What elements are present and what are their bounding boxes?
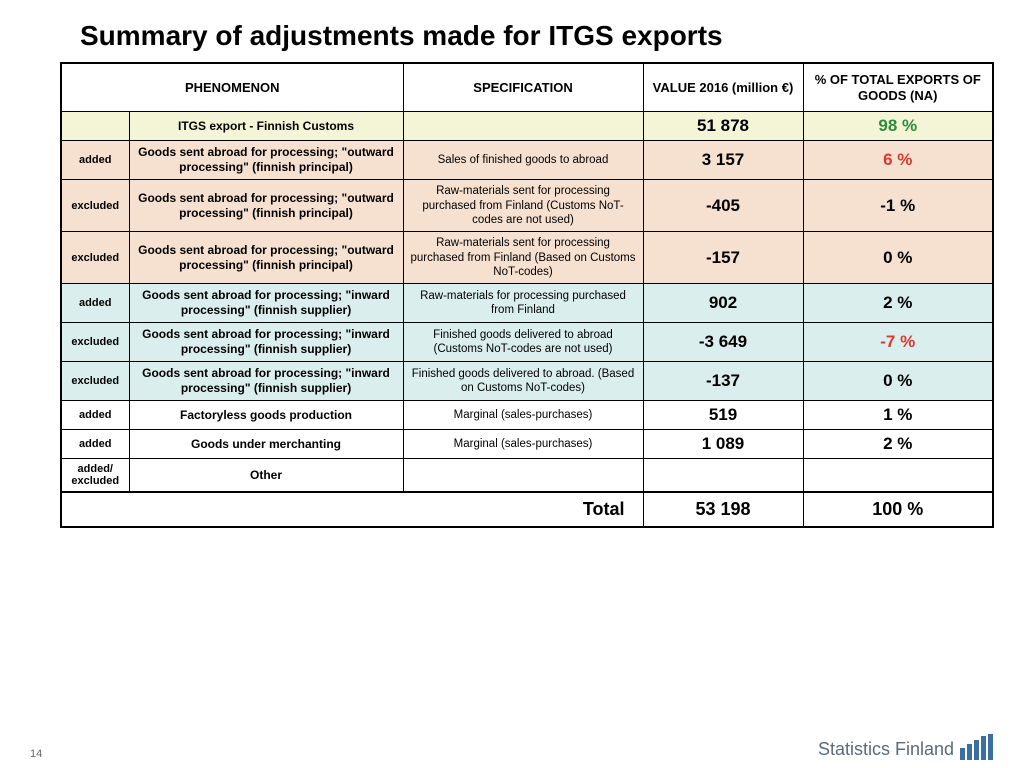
row-description: Goods sent abroad for processing; "inwar…: [129, 362, 403, 401]
total-percent: 100 %: [803, 492, 993, 527]
row-description: Goods sent abroad for processing; "outwa…: [129, 232, 403, 284]
row-percent: 1 %: [803, 401, 993, 430]
row-specification: Sales of finished goods to abroad: [403, 141, 643, 180]
row-specification: [403, 459, 643, 493]
total-label: Total: [61, 492, 643, 527]
row-value: 51 878: [643, 112, 803, 141]
row-tag: excluded: [61, 232, 129, 284]
table-row: excludedGoods sent abroad for processing…: [61, 232, 993, 284]
row-description: Goods sent abroad for processing; "inwar…: [129, 284, 403, 323]
row-value: 519: [643, 401, 803, 430]
row-specification: Finished goods delivered to abroad. (Bas…: [403, 362, 643, 401]
page-title: Summary of adjustments made for ITGS exp…: [0, 0, 1024, 62]
row-percent: [803, 459, 993, 493]
table-row: excludedGoods sent abroad for processing…: [61, 323, 993, 362]
table-row: excludedGoods sent abroad for processing…: [61, 180, 993, 232]
row-percent: 2 %: [803, 284, 993, 323]
row-description: ITGS export - Finnish Customs: [129, 112, 403, 141]
table-header-row: PHENOMENON SPECIFICATION VALUE 2016 (mil…: [61, 63, 993, 112]
row-tag: added: [61, 401, 129, 430]
row-percent: 98 %: [803, 112, 993, 141]
adjustments-table: PHENOMENON SPECIFICATION VALUE 2016 (mil…: [60, 62, 994, 528]
row-tag: [61, 112, 129, 141]
row-specification: Raw-materials sent for processing purcha…: [403, 180, 643, 232]
row-percent: -1 %: [803, 180, 993, 232]
logo: Statistics Finland: [818, 734, 994, 760]
row-description: Goods sent abroad for processing; "inwar…: [129, 323, 403, 362]
row-specification: Marginal (sales-purchases): [403, 401, 643, 430]
table-row: addedFactoryless goods productionMargina…: [61, 401, 993, 430]
table-row: added/ excludedOther: [61, 459, 993, 493]
row-value: -137: [643, 362, 803, 401]
row-tag: excluded: [61, 180, 129, 232]
row-specification: Raw-materials sent for processing purcha…: [403, 232, 643, 284]
header-phenomenon: PHENOMENON: [61, 63, 403, 112]
row-value: -157: [643, 232, 803, 284]
table-row-total: Total 53 198 100 %: [61, 492, 993, 527]
row-specification: Raw-materials for processing purchased f…: [403, 284, 643, 323]
table-row: addedGoods sent abroad for processing; "…: [61, 284, 993, 323]
row-description: Goods sent abroad for processing; "outwa…: [129, 141, 403, 180]
page-number: 14: [30, 748, 42, 760]
row-percent: 2 %: [803, 430, 993, 459]
table-row: excludedGoods sent abroad for processing…: [61, 362, 993, 401]
header-percent: % OF TOTAL EXPORTS OF GOODS (NA): [803, 63, 993, 112]
row-tag: added: [61, 141, 129, 180]
row-value: 902: [643, 284, 803, 323]
row-specification: [403, 112, 643, 141]
row-value: 1 089: [643, 430, 803, 459]
row-description: Factoryless goods production: [129, 401, 403, 430]
row-value: [643, 459, 803, 493]
row-description: Goods under merchanting: [129, 430, 403, 459]
row-value: -405: [643, 180, 803, 232]
row-specification: Finished goods delivered to abroad (Cust…: [403, 323, 643, 362]
table-container: PHENOMENON SPECIFICATION VALUE 2016 (mil…: [0, 62, 1024, 528]
table-row: addedGoods sent abroad for processing; "…: [61, 141, 993, 180]
table-row: ITGS export - Finnish Customs 51 87898 %: [61, 112, 993, 141]
logo-text: Statistics Finland: [818, 739, 954, 760]
total-value: 53 198: [643, 492, 803, 527]
table-row: addedGoods under merchantingMarginal (sa…: [61, 430, 993, 459]
row-value: 3 157: [643, 141, 803, 180]
row-tag: excluded: [61, 323, 129, 362]
row-tag: added/ excluded: [61, 459, 129, 493]
row-percent: 6 %: [803, 141, 993, 180]
row-specification: Marginal (sales-purchases): [403, 430, 643, 459]
header-value: VALUE 2016 (million €): [643, 63, 803, 112]
row-tag: added: [61, 430, 129, 459]
row-percent: -7 %: [803, 323, 993, 362]
footer: 14 Statistics Finland: [0, 734, 1024, 760]
row-percent: 0 %: [803, 232, 993, 284]
row-description: Goods sent abroad for processing; "outwa…: [129, 180, 403, 232]
row-tag: added: [61, 284, 129, 323]
row-value: -3 649: [643, 323, 803, 362]
row-description: Other: [129, 459, 403, 493]
row-tag: excluded: [61, 362, 129, 401]
header-specification: SPECIFICATION: [403, 63, 643, 112]
logo-bars-icon: [960, 734, 994, 760]
row-percent: 0 %: [803, 362, 993, 401]
